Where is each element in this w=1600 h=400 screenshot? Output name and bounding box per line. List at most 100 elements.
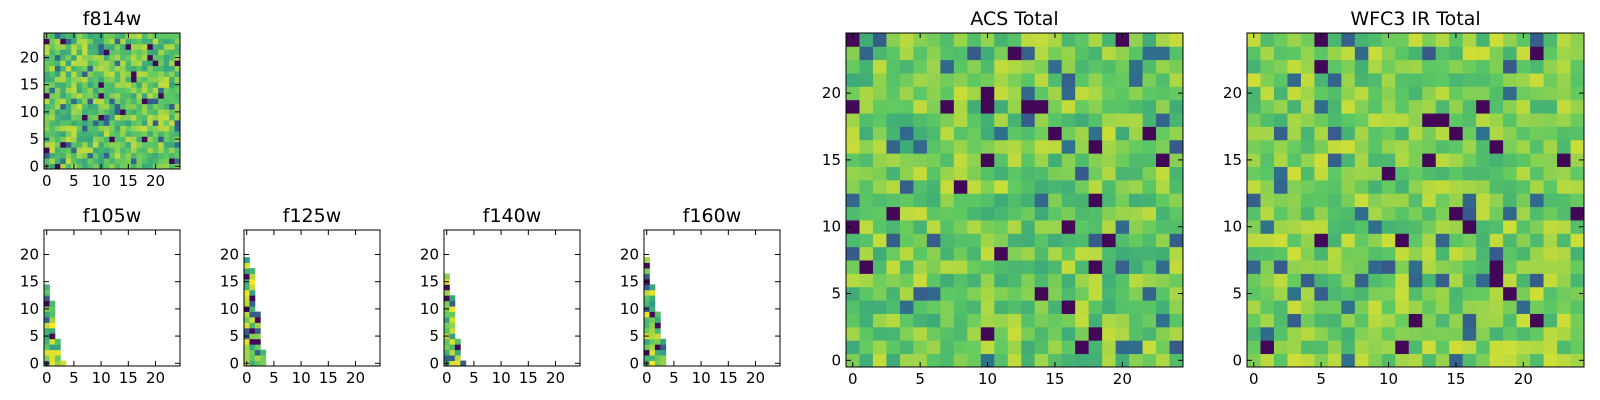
heatmap-cell <box>1543 179 1558 194</box>
heatmap-cell <box>1142 193 1157 208</box>
heatmap-cell <box>1156 153 1170 167</box>
heatmap-cell <box>1449 126 1464 141</box>
heatmap-cell <box>1007 300 1022 314</box>
heatmap-cell <box>120 38 126 45</box>
heatmap-cell <box>1327 166 1342 181</box>
heatmap-cell <box>1247 313 1261 328</box>
heatmap-cells <box>244 257 267 367</box>
heatmap-cell <box>994 113 1009 127</box>
heatmap-cell <box>1449 139 1464 154</box>
heatmap-cell <box>940 99 955 114</box>
heatmap-cell <box>1007 193 1022 208</box>
heatmap-cell <box>1034 73 1049 87</box>
heatmap-cell <box>131 60 137 67</box>
heatmap-cell <box>71 81 78 88</box>
heatmap-cell <box>1169 273 1184 288</box>
heatmap-cell <box>940 313 955 328</box>
heatmap-cell <box>120 98 126 105</box>
heatmap-cell <box>141 49 148 56</box>
heatmap-cell <box>82 33 88 39</box>
heatmap-cell <box>1435 193 1450 208</box>
heatmap-cell <box>953 313 968 328</box>
heatmap-cell <box>260 360 267 367</box>
heatmap-cell <box>1368 246 1383 261</box>
heatmap-cell <box>1449 59 1464 74</box>
heatmap-cell <box>913 86 928 101</box>
heatmap-cell <box>1102 153 1116 167</box>
heatmap-cell <box>859 206 874 221</box>
heatmap-cell <box>120 158 126 164</box>
heatmap-cell <box>913 286 928 301</box>
heatmap-cell <box>125 87 132 94</box>
heatmap-cell <box>54 81 61 88</box>
heatmap-cell <box>940 286 955 301</box>
heatmap-cell <box>131 65 137 72</box>
heatmap-cell <box>1341 286 1356 301</box>
heatmap-cell <box>1287 340 1302 355</box>
heatmap-cell <box>169 130 175 137</box>
y-tick-label: 5 <box>29 130 39 148</box>
heatmap-cell <box>1354 113 1369 127</box>
heatmap-cell <box>1260 300 1275 314</box>
heatmap-cell <box>114 147 121 154</box>
heatmap-cell <box>1503 99 1517 114</box>
heatmap-cell <box>1169 300 1184 314</box>
heatmap-cell <box>444 317 450 323</box>
heatmap-cell <box>872 86 887 101</box>
heatmap-cell <box>1449 179 1464 194</box>
y-tick-label: 10 <box>20 103 39 121</box>
heatmap-cell <box>1034 179 1049 194</box>
heatmap-cell <box>1142 126 1157 141</box>
heatmap-cell <box>1530 166 1544 181</box>
heatmap-cell <box>1075 99 1090 114</box>
heatmap-cell <box>1247 220 1261 234</box>
heatmap-cell <box>1115 166 1130 181</box>
heatmap-cell <box>82 81 88 88</box>
heatmap-cell <box>49 322 56 329</box>
heatmap-cell <box>125 49 132 56</box>
heatmap-cell <box>1088 73 1103 87</box>
heatmap-cell <box>174 87 181 94</box>
heatmap-cell <box>87 158 94 164</box>
heatmap-cell <box>1034 300 1049 314</box>
heatmap-cell <box>1341 113 1356 127</box>
heatmap-cell <box>1327 220 1342 234</box>
heatmap-cell <box>1273 33 1288 47</box>
heatmap-cell <box>136 141 143 148</box>
heatmap-cell <box>1048 179 1063 194</box>
heatmap-cell <box>1422 59 1437 74</box>
heatmap-cell <box>1489 113 1504 127</box>
heatmap-cell <box>1300 99 1315 114</box>
heatmap-cell <box>1543 193 1558 208</box>
heatmap-cell <box>125 130 132 137</box>
heatmap-cell <box>967 139 982 154</box>
heatmap-cell <box>1570 99 1585 114</box>
heatmap-cell <box>1570 300 1585 314</box>
heatmap-cell <box>899 113 914 127</box>
heatmap-cell <box>454 355 461 361</box>
heatmap-cell <box>131 54 137 61</box>
heatmap-cell <box>1476 353 1491 368</box>
heatmap-cell <box>1247 246 1261 261</box>
heatmap-cell <box>54 120 61 126</box>
heatmap-cell <box>103 125 110 132</box>
heatmap-cell <box>1503 193 1517 208</box>
heatmap-cell <box>1314 340 1329 355</box>
heatmap-cell <box>1570 153 1585 167</box>
heatmap-cell <box>1395 313 1410 328</box>
heatmap-cell <box>846 300 860 314</box>
heatmap-cell <box>49 311 56 318</box>
heatmap-cell <box>1102 139 1116 154</box>
heatmap-cell <box>1287 59 1302 74</box>
heatmap-cell <box>967 340 982 355</box>
heatmap-cell <box>980 206 995 221</box>
heatmap-cell <box>125 152 132 159</box>
heatmap-cell <box>644 355 650 361</box>
heatmap-cell <box>158 141 165 148</box>
heatmap-cell <box>953 300 968 314</box>
heatmap-cell <box>1530 300 1544 314</box>
y-tick-label: 5 <box>831 285 841 303</box>
heatmap-cell <box>953 246 968 261</box>
heatmap-cell <box>980 353 995 368</box>
